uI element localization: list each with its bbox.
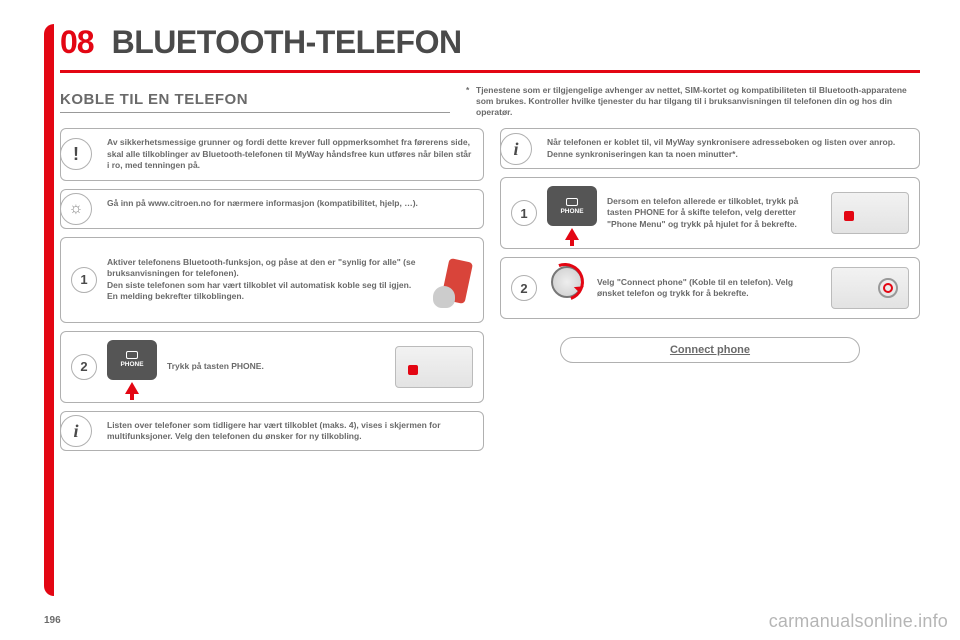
cellphone-icon <box>433 252 473 308</box>
info-icon: i <box>60 415 92 447</box>
tip-text: Gå inn på www.citroen.no for nærmere inf… <box>107 198 473 209</box>
left-step-1-box: 1 Aktiver telefonens Bluetooth-funksjon,… <box>60 237 484 323</box>
section-subtitle: KOBLE TIL EN TELEFON <box>60 91 450 108</box>
left-info-box: i Listen over telefoner som tidligere ha… <box>60 411 484 452</box>
left-info-text: Listen over telefoner som tidligere har … <box>107 420 473 443</box>
chapter-title: BLUETOOTH-TELEFON <box>112 24 462 61</box>
footnote-text: Tjenestene som er tilgjengelige avhenger… <box>476 85 920 118</box>
phone-button-graphic: PHONE <box>547 186 597 240</box>
chapter-rule <box>60 70 920 73</box>
page-number: 196 <box>44 615 61 626</box>
rotary-knob-icon <box>547 266 587 310</box>
radio-unit-graphic <box>395 346 473 388</box>
right-step-2-text: Velg "Connect phone" (Koble til en telef… <box>597 277 821 300</box>
right-info-text: Når telefonen er koblet til, vil MyWay s… <box>547 137 909 160</box>
info-icon: i <box>500 133 532 165</box>
step-number-2: 2 <box>71 354 97 380</box>
phone-button-graphic: PHONE <box>107 340 157 394</box>
chapter-number: 08 <box>60 26 94 58</box>
phone-button-label: PHONE <box>560 208 583 215</box>
warning-text: Av sikkerhetsmessige grunner og fordi de… <box>107 137 473 171</box>
tip-icon: ☼ <box>60 193 92 225</box>
watermark: carmanualsonline.info <box>769 611 948 632</box>
warning-box: ! Av sikkerhetsmessige grunner og fordi … <box>60 128 484 180</box>
footnote-asterisk-icon: * <box>466 85 476 118</box>
right-step-1-text: Dersom en telefon allerede er tilkoblet,… <box>607 196 821 230</box>
left-step-2-box: 2 PHONE Trykk på tasten PHONE. <box>60 331 484 403</box>
radio-unit-knob-graphic <box>831 267 909 309</box>
left-step-1-text: Aktiver telefonens Bluetooth-funksjon, o… <box>107 257 423 303</box>
connect-phone-pill: Connect phone <box>560 337 860 363</box>
right-step-1-box: 1 PHONE Dersom en telefon allerede er ti… <box>500 177 920 249</box>
accent-sidebar <box>44 24 54 596</box>
right-info-box: i Når telefonen er koblet til, vil MyWay… <box>500 128 920 169</box>
step-number-2: 2 <box>511 275 537 301</box>
warning-icon: ! <box>60 138 92 170</box>
radio-unit-graphic <box>831 192 909 234</box>
right-step-2-box: 2 Velg "Connect phone" (Koble til en tel… <box>500 257 920 319</box>
step-number-1: 1 <box>511 200 537 226</box>
step-number-1: 1 <box>71 267 97 293</box>
left-step-2-text: Trykk på tasten PHONE. <box>167 361 385 372</box>
subtitle-rule <box>60 112 450 113</box>
tip-box: ☼ Gå inn på www.citroen.no for nærmere i… <box>60 189 484 229</box>
phone-button-label: PHONE <box>120 361 143 368</box>
